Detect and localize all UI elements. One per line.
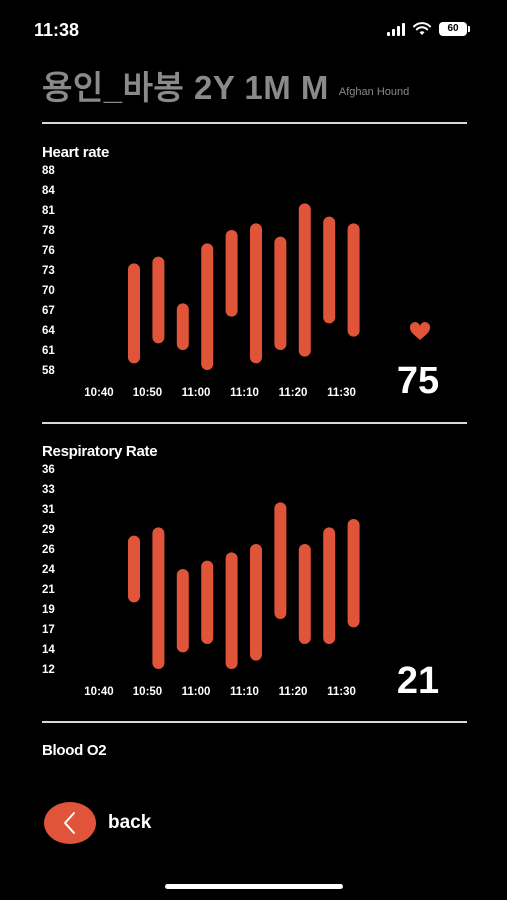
range-bar: [298, 203, 311, 357]
heart-rate-value: 75: [396, 360, 440, 402]
x-tick-label: 11:00: [182, 387, 211, 399]
status-time: 11:38: [34, 20, 80, 40]
y-tick-label: 24: [42, 564, 55, 576]
back-label[interactable]: back: [108, 812, 152, 833]
x-tick-label: 10:50: [133, 387, 162, 399]
y-tick-label: 33: [42, 484, 55, 496]
y-tick-label: 67: [42, 305, 55, 317]
respiratory-rate-title: Respiratory Rate: [42, 443, 158, 460]
range-bar: [274, 502, 287, 619]
y-tick-label: 31: [42, 504, 55, 516]
x-tick-label: 10:50: [133, 686, 162, 698]
range-bar: [250, 223, 262, 364]
blood-o2-title: Blood O2: [42, 742, 107, 759]
y-tick-label: 76: [42, 245, 55, 257]
y-tick-label: 21: [42, 584, 55, 596]
range-bar: [152, 527, 165, 669]
range-bar: [152, 256, 165, 344]
range-bar: [323, 216, 336, 324]
divider: [42, 721, 467, 723]
range-bar: [274, 236, 287, 350]
y-tick-label: 58: [42, 365, 55, 377]
cellular-signal-icon: [387, 22, 405, 36]
x-tick-label: 11:20: [279, 686, 308, 698]
x-tick-label: 10:40: [84, 387, 113, 399]
range-bar: [250, 544, 262, 661]
range-bar: [347, 223, 360, 337]
respiratory-rate-value: 21: [396, 660, 440, 702]
y-tick-label: 70: [42, 285, 55, 297]
range-bar: [201, 243, 214, 370]
x-tick-label: 10:40: [84, 686, 113, 698]
x-tick-label: 11:10: [230, 686, 259, 698]
x-tick-label: 11:00: [182, 686, 211, 698]
y-tick-label: 78: [42, 225, 55, 237]
x-tick-label: 11:30: [327, 686, 356, 698]
range-bar: [176, 569, 189, 653]
status-bar: 11:38 60: [0, 0, 507, 60]
heart-icon: [409, 322, 431, 340]
status-icons: 60: [387, 22, 470, 36]
wifi-icon: [413, 22, 431, 35]
range-bar: [176, 303, 189, 350]
range-bar: [225, 552, 238, 669]
back-button[interactable]: back: [44, 802, 151, 844]
y-tick-label: 36: [42, 464, 55, 476]
pet-breed: Afghan Hound: [338, 86, 410, 98]
heart-rate-title: Heart rate: [42, 144, 110, 161]
home-indicator: [165, 884, 343, 889]
range-bar: [225, 230, 238, 317]
y-tick-label: 12: [42, 664, 55, 676]
x-tick-label: 11:10: [230, 387, 259, 399]
x-tick-label: 11:30: [327, 387, 356, 399]
x-tick-label: 11:20: [279, 387, 308, 399]
y-tick-label: 19: [42, 604, 55, 616]
divider: [42, 422, 467, 424]
range-bar: [298, 544, 311, 644]
heart-rate-chart: 58 61 64 67 70 73 76 78 81 84 88 10:40 10:50 11:00 11:…: [42, 165, 360, 399]
battery-icon: 60: [439, 22, 470, 36]
range-bar: [323, 527, 336, 644]
range-bar: [347, 519, 360, 628]
y-tick-label: 73: [42, 265, 55, 277]
pet-name: 용인_바봉 2Y 1M M: [42, 69, 329, 106]
y-tick-label: 61: [42, 345, 55, 357]
respiratory-rate-chart: 12 14 17 19 21 24 26 29 31 33 36 10:40 10:50 11:00 11:…: [42, 464, 360, 698]
pet-header: 용인_바봉 2Y 1M M Afghan Hound: [42, 68, 472, 108]
range-bar: [128, 263, 140, 364]
y-tick-label: 81: [42, 205, 55, 217]
y-tick-label: 29: [42, 524, 55, 536]
y-tick-label: 88: [42, 165, 55, 177]
y-tick-label: 14: [42, 644, 55, 656]
divider: [42, 122, 467, 124]
y-tick-label: 84: [42, 185, 55, 197]
y-tick-label: 64: [42, 325, 55, 337]
y-tick-label: 17: [42, 624, 55, 636]
range-bar: [128, 535, 140, 603]
y-tick-label: 26: [42, 544, 55, 556]
range-bar: [201, 560, 214, 644]
chevron-left-icon[interactable]: [44, 802, 96, 844]
